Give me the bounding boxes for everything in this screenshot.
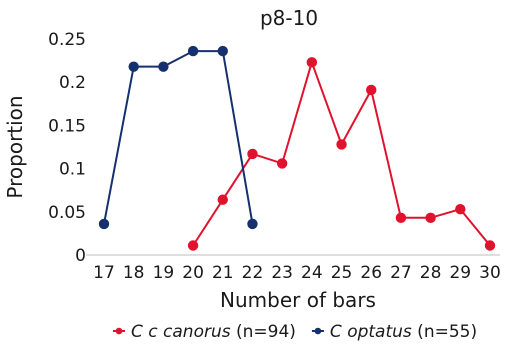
legend-series-count: (n=94) [231, 322, 296, 342]
x-tick-label: 24 [301, 263, 323, 283]
x-tick-label: 22 [242, 263, 264, 283]
series-layer [98, 45, 496, 251]
series-1 [187, 57, 496, 251]
legend-series-count: (n=55) [412, 322, 477, 342]
x-tick-label: 20 [182, 263, 204, 283]
legend: C c canorus (n=94) C optatus (n=55) [113, 322, 477, 342]
y-tick-labels: 0 0.05 0.1 0.15 0.2 0.25 [48, 30, 86, 266]
legend-item: C c canorus (n=94) [113, 322, 296, 342]
x-tick-label: 21 [212, 263, 234, 283]
x-tick-label: 17 [93, 263, 115, 283]
x-tick-label: 23 [271, 263, 293, 283]
data-point [187, 240, 199, 251]
legend-swatch-marker [314, 327, 322, 335]
x-tick-label: 26 [360, 263, 382, 283]
x-tick-labels: 17 18 19 20 21 22 23 24 25 26 27 28 29 30 [93, 263, 501, 283]
data-point [247, 148, 258, 160]
data-point [128, 61, 139, 72]
data-point [276, 158, 288, 169]
data-point [306, 57, 318, 68]
data-point [187, 45, 199, 57]
series-2 [98, 45, 258, 230]
y-tick-label: 0.2 [59, 73, 86, 93]
data-point [158, 61, 169, 72]
legend-label: C optatus (n=55) [330, 322, 477, 342]
data-point [98, 218, 110, 230]
x-tick-label: 28 [420, 263, 442, 283]
y-tick-label: 0.1 [59, 160, 86, 180]
y-tick-label: 0.05 [48, 203, 86, 223]
data-point [336, 139, 347, 150]
data-point [217, 45, 228, 57]
data-point [247, 218, 258, 230]
x-tick-label: 19 [153, 263, 175, 283]
data-point [484, 240, 496, 251]
y-tick-label: 0.25 [48, 30, 86, 50]
y-axis-title: Proportion [3, 95, 27, 198]
y-tick-label: 0 [75, 246, 86, 266]
data-point [395, 212, 407, 224]
x-tick-label: 30 [479, 263, 501, 283]
x-axis-title: Number of bars [220, 288, 376, 312]
y-axis-title-group: Proportion [3, 95, 27, 198]
data-point [366, 84, 377, 96]
data-point [217, 194, 228, 205]
data-point [455, 204, 466, 215]
series-line [192, 61, 491, 247]
legend-label: C c canorus (n=94) [131, 322, 296, 342]
series-line [103, 50, 254, 225]
legend-series-name: C optatus [330, 322, 412, 342]
legend-series-name: C c canorus [131, 322, 231, 342]
y-tick-label: 0.15 [48, 116, 86, 136]
legend-swatch-marker [115, 327, 123, 335]
chart-title: p8-10 [260, 6, 318, 30]
x-tick-label: 29 [449, 263, 471, 283]
x-tick-label: 25 [331, 263, 353, 283]
x-tick-label: 27 [390, 263, 412, 283]
legend-item: C optatus (n=55) [311, 322, 477, 342]
x-tick-label: 18 [123, 263, 145, 283]
data-point [425, 212, 436, 224]
